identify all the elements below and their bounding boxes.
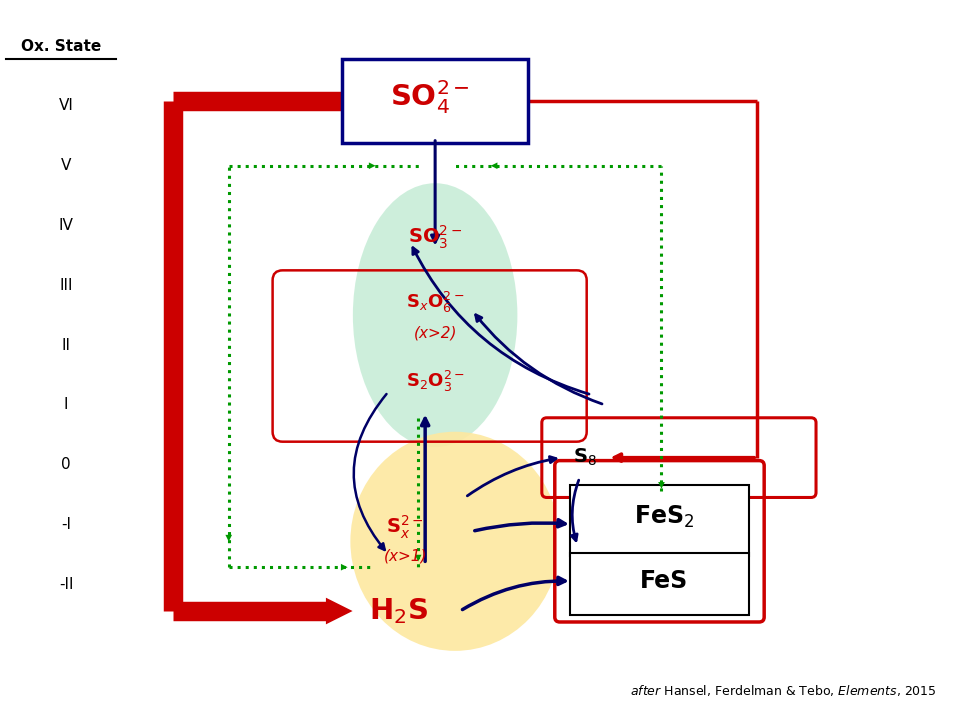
Text: VI: VI (59, 99, 74, 114)
FancyBboxPatch shape (569, 485, 749, 557)
Text: SO$_3^{2-}$: SO$_3^{2-}$ (408, 224, 462, 251)
Text: H$_2$S: H$_2$S (369, 596, 428, 626)
Text: FeS: FeS (640, 569, 688, 593)
Text: S$_x$O$_6^{2-}$: S$_x$O$_6^{2-}$ (406, 289, 465, 315)
Text: FeS$_2$: FeS$_2$ (635, 504, 695, 531)
FancyBboxPatch shape (343, 59, 528, 143)
Text: (x>1): (x>1) (383, 549, 427, 564)
FancyBboxPatch shape (569, 553, 749, 615)
Text: V: V (61, 158, 71, 174)
Text: 0: 0 (61, 457, 71, 472)
Text: IV: IV (59, 218, 74, 233)
Text: I: I (64, 397, 68, 413)
Text: SO$_4^{2-}$: SO$_4^{2-}$ (390, 78, 470, 116)
Text: S$_x^{2-}$: S$_x^{2-}$ (387, 513, 424, 541)
Text: $\mathit{after}$ Hansel, Ferdelman & Tebo, $\mathit{Elements}$, 2015: $\mathit{after}$ Hansel, Ferdelman & Teb… (630, 683, 937, 698)
Text: (x>2): (x>2) (414, 325, 457, 341)
Text: -I: -I (61, 517, 71, 532)
Ellipse shape (350, 432, 560, 651)
Text: -II: -II (59, 577, 74, 592)
FancyBboxPatch shape (555, 461, 764, 622)
Text: S$_8$: S$_8$ (573, 447, 597, 468)
Text: S$_2$O$_3^{2-}$: S$_2$O$_3^{2-}$ (406, 369, 465, 395)
Text: Ox. State: Ox. State (21, 39, 102, 54)
Text: II: II (61, 338, 71, 353)
Text: III: III (60, 278, 73, 293)
Ellipse shape (353, 183, 517, 447)
